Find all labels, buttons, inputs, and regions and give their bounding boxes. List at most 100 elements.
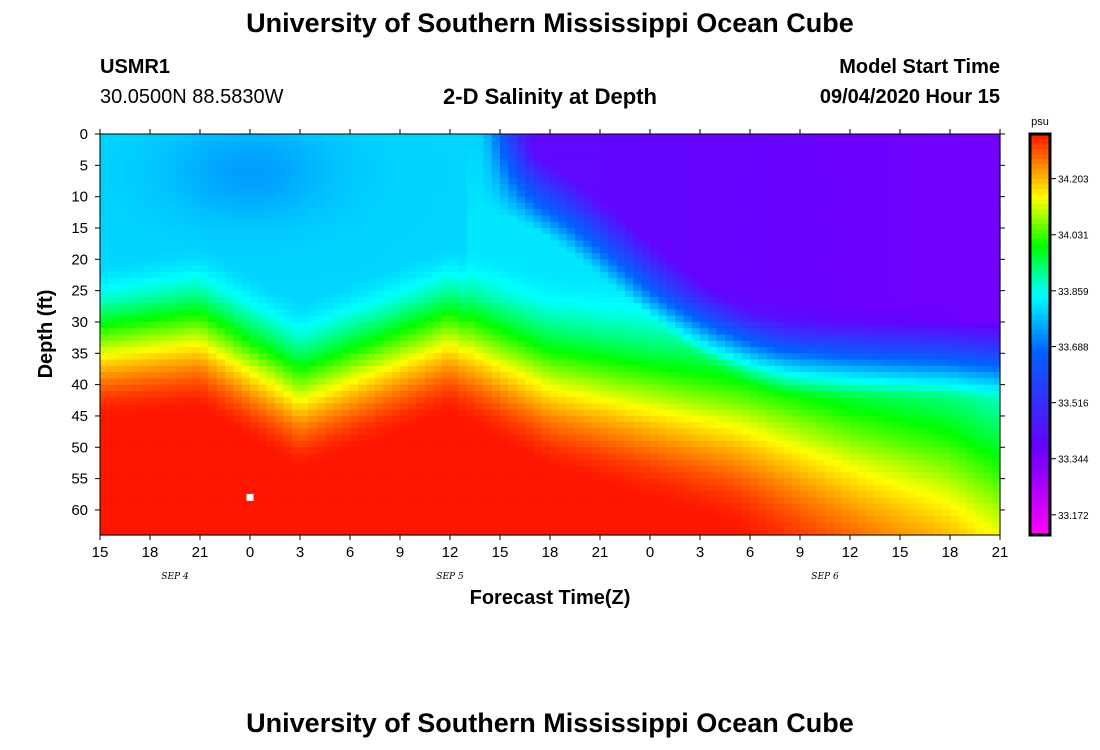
heatmap-cell (841, 165, 851, 173)
heatmap-cell (466, 409, 476, 417)
heatmap-cell (533, 347, 543, 354)
heatmap-cell (991, 202, 1001, 210)
heatmap-cell (358, 227, 368, 235)
heatmap-cell (450, 340, 459, 348)
heatmap-cell (150, 209, 159, 217)
heatmap-cell (741, 359, 751, 367)
heatmap-cell (608, 372, 618, 379)
heatmap-cell (158, 171, 168, 179)
heatmap-cell (983, 353, 993, 361)
heatmap-cell (508, 271, 518, 279)
heatmap-cell (258, 340, 268, 348)
heatmap-cell (683, 240, 693, 248)
heatmap-cell (941, 134, 951, 141)
heatmap-cell (725, 146, 734, 154)
heatmap-cell (125, 422, 134, 430)
heatmap-cell (500, 415, 509, 423)
heatmap-cell (558, 315, 568, 323)
heatmap-cell (475, 209, 484, 217)
heatmap-cell (425, 240, 434, 248)
heatmap-cell (566, 290, 576, 298)
heatmap-cell (400, 240, 409, 248)
heatmap-cell (483, 165, 493, 173)
heatmap-cell (350, 265, 359, 273)
heatmap-cell (883, 403, 893, 411)
heatmap-cell (250, 296, 259, 304)
heatmap-cell (908, 390, 918, 398)
heatmap-cell (758, 215, 768, 223)
heatmap-cell (516, 215, 526, 223)
heatmap-cell (916, 378, 926, 386)
heatmap-cell (941, 146, 951, 154)
heatmap-cell (658, 284, 668, 292)
heatmap-cell (866, 397, 876, 405)
heatmap-cell (808, 234, 818, 242)
heatmap-cell (491, 415, 501, 423)
heatmap-cell (508, 372, 518, 379)
heatmap-cell (116, 422, 126, 430)
heatmap-cell (325, 265, 334, 273)
heatmap-cell (558, 290, 568, 298)
heatmap-cell (133, 328, 143, 336)
heatmap-cell (658, 321, 668, 329)
heatmap-cell (441, 384, 451, 392)
heatmap-cell (233, 134, 243, 141)
heatmap-cell (750, 390, 759, 398)
heatmap-cell (416, 340, 426, 348)
heatmap-cell (150, 177, 159, 185)
heatmap-cell (258, 328, 268, 336)
heatmap-cell (783, 159, 793, 166)
heatmap-cell (958, 240, 968, 248)
heatmap-cell (916, 227, 926, 235)
heatmap-cell (683, 184, 693, 191)
heatmap-cell (641, 290, 651, 298)
heatmap-cell (616, 315, 626, 323)
heatmap-cell (358, 340, 368, 348)
heatmap-cell (466, 134, 476, 141)
heatmap-cell (750, 177, 759, 185)
heatmap-cell (458, 240, 468, 248)
heatmap-cell (658, 353, 668, 361)
heatmap-cell (358, 303, 368, 311)
heatmap-cell (508, 246, 518, 254)
heatmap-cell (475, 365, 484, 373)
heatmap-cell (991, 359, 1001, 367)
heatmap-cell (500, 271, 509, 279)
heatmap-cell (650, 397, 659, 405)
heatmap-cell (266, 146, 276, 154)
heatmap-cell (433, 384, 443, 392)
heatmap-cell (366, 290, 376, 298)
heatmap-cell (350, 296, 359, 304)
heatmap-cell (166, 359, 176, 367)
heatmap-cell (525, 227, 534, 235)
heatmap-cell (450, 165, 459, 173)
heatmap-cell (791, 171, 801, 179)
heatmap-cell (508, 259, 518, 267)
heatmap-cell (625, 372, 634, 379)
heatmap-cell (383, 196, 393, 204)
heatmap-cell (441, 165, 451, 173)
heatmap-cell (941, 347, 951, 354)
heatmap-cell (608, 171, 618, 179)
heatmap-cell (500, 353, 509, 361)
heatmap-cell (300, 353, 309, 361)
heatmap-cell (408, 290, 418, 298)
heatmap-cell (933, 353, 943, 361)
heatmap-cell (700, 265, 709, 273)
heatmap-cell (633, 353, 643, 361)
heatmap-cell (341, 347, 351, 354)
heatmap-cell (641, 365, 651, 373)
heatmap-cell (450, 146, 459, 154)
heatmap-cell (616, 152, 626, 160)
heatmap-cell (341, 284, 351, 292)
heatmap-cell (266, 171, 276, 179)
heatmap-cell (833, 290, 843, 298)
heatmap-cell (216, 140, 226, 148)
heatmap-cell (108, 134, 118, 141)
heatmap-cell (333, 290, 343, 298)
heatmap-cell (291, 202, 301, 210)
heatmap-cell (300, 296, 309, 304)
heatmap-cell (925, 390, 934, 398)
heatmap-cell (658, 159, 668, 166)
heatmap-cell (941, 384, 951, 392)
